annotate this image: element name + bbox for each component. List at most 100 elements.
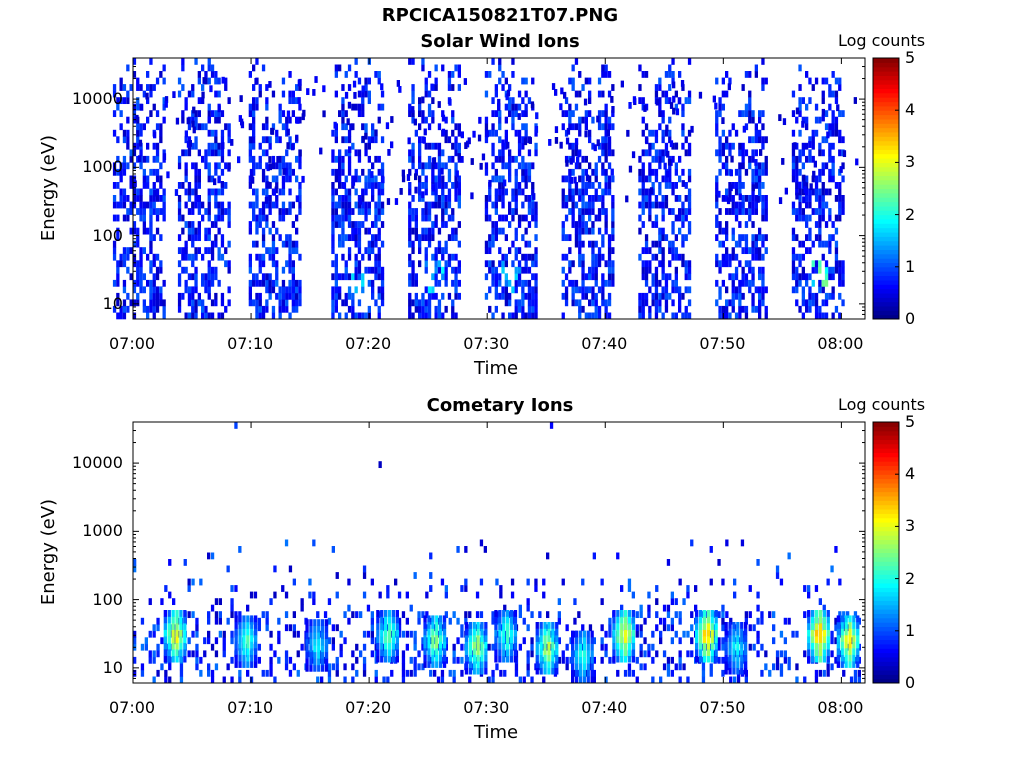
heatmap-cell	[397, 591, 402, 599]
heatmap-cell	[441, 253, 445, 261]
hotspot-cell	[427, 648, 431, 655]
heatmap-cell	[344, 175, 348, 183]
heatmap-cell	[371, 123, 375, 131]
hotspot-cell	[175, 629, 179, 637]
heatmap-cell	[291, 221, 295, 228]
hotspot-cell	[167, 655, 171, 663]
heatmap-cell	[201, 312, 205, 320]
heatmap-cell	[194, 123, 198, 131]
heatmap-cell	[584, 168, 588, 176]
heatmap-cell	[334, 155, 338, 163]
hotspot-cell	[498, 655, 502, 663]
heatmap-cell	[274, 186, 278, 194]
heatmap-cell	[187, 182, 192, 189]
heatmap-cell	[197, 110, 201, 118]
heatmap-cell	[834, 617, 838, 625]
heatmap-cell	[374, 266, 378, 274]
heatmap-cell	[271, 253, 276, 261]
heatmap-cell	[122, 195, 127, 202]
heatmap-cell	[561, 123, 565, 131]
heatmap-cell	[191, 142, 195, 150]
heatmap-cell	[584, 312, 588, 320]
heatmap-cell	[421, 643, 425, 651]
heatmap-cell	[265, 221, 269, 228]
colorbar-segment	[873, 674, 899, 680]
hotspot-cell	[732, 635, 736, 642]
heatmap-cell	[531, 208, 535, 215]
heatmap-cell	[275, 136, 279, 144]
colorbar-segment	[873, 301, 899, 307]
heatmap-cell	[521, 123, 525, 131]
heatmap-cell	[648, 129, 652, 137]
hotspot-cell	[472, 667, 476, 675]
heatmap-cell	[411, 84, 415, 91]
heatmap-cell	[831, 234, 835, 242]
heatmap-cell	[390, 669, 394, 677]
heatmap-cell	[424, 162, 428, 170]
heatmap-cell	[116, 214, 120, 222]
heatmap-cell	[344, 292, 348, 300]
heatmap-cell	[578, 305, 582, 313]
heatmap-cell	[639, 630, 643, 638]
heatmap-cell	[721, 260, 725, 268]
heatmap-cell	[380, 83, 384, 91]
heatmap-cell	[374, 299, 378, 307]
hotspot-cell	[423, 648, 427, 655]
heatmap-cell	[576, 156, 580, 164]
heatmap-cell	[203, 637, 207, 645]
colorbar-segment	[873, 184, 899, 190]
heatmap-cell	[434, 279, 438, 287]
heatmap-cell	[514, 168, 518, 176]
hotspot-cell	[826, 610, 830, 617]
heatmap-cell	[744, 71, 749, 78]
hotspot-cell	[464, 622, 469, 629]
heatmap-cell	[357, 110, 362, 118]
heatmap-cell	[344, 195, 348, 202]
heatmap-cell	[805, 214, 809, 222]
heatmap-cell	[484, 162, 489, 170]
heatmap-cell	[460, 630, 464, 638]
hotspot-cell	[724, 622, 728, 629]
heatmap-cell	[371, 175, 375, 183]
heatmap-cell	[250, 174, 254, 182]
heatmap-cell	[220, 110, 225, 118]
heatmap-cell	[764, 312, 768, 320]
heatmap-cell	[831, 123, 835, 131]
heatmap-cell	[194, 253, 198, 261]
hotspot-cell	[476, 635, 480, 642]
heatmap-cell	[791, 227, 796, 235]
heatmap-cell	[374, 273, 378, 281]
heatmap-cell	[681, 292, 685, 300]
heatmap-cell	[408, 182, 412, 189]
heatmap-cell	[339, 630, 343, 638]
heatmap-cell	[227, 299, 231, 307]
heatmap-cell	[811, 188, 815, 196]
heatmap-cell	[380, 208, 385, 215]
heatmap-cell	[132, 299, 137, 307]
hotspot-cell	[506, 623, 510, 630]
hotspot-cell	[571, 676, 575, 684]
hotspot-cell	[574, 630, 579, 638]
hotspot-cell	[714, 636, 718, 643]
heatmap-cell	[748, 585, 752, 592]
heatmap-cell	[354, 188, 358, 196]
heatmap-cell	[611, 106, 615, 113]
heatmap-cell	[288, 260, 292, 268]
heatmap-cell	[201, 299, 205, 307]
heatmap-cell	[258, 84, 262, 91]
heatmap-cell	[142, 123, 146, 131]
heatmap-cell	[491, 123, 495, 131]
heatmap-cell	[162, 214, 166, 222]
heatmap-cell	[187, 221, 192, 228]
heatmap-cell	[460, 156, 464, 163]
heatmap-cell	[571, 123, 575, 131]
heatmap-cell	[604, 64, 608, 72]
heatmap-cell	[156, 617, 160, 625]
heatmap-cell	[214, 266, 218, 274]
heatmap-cell	[751, 149, 755, 157]
heatmap-cell	[756, 650, 760, 658]
heatmap-cell	[531, 214, 535, 222]
heatmap-cell	[671, 247, 675, 255]
heatmap-cell	[434, 253, 438, 261]
heatmap-cell	[275, 129, 279, 137]
